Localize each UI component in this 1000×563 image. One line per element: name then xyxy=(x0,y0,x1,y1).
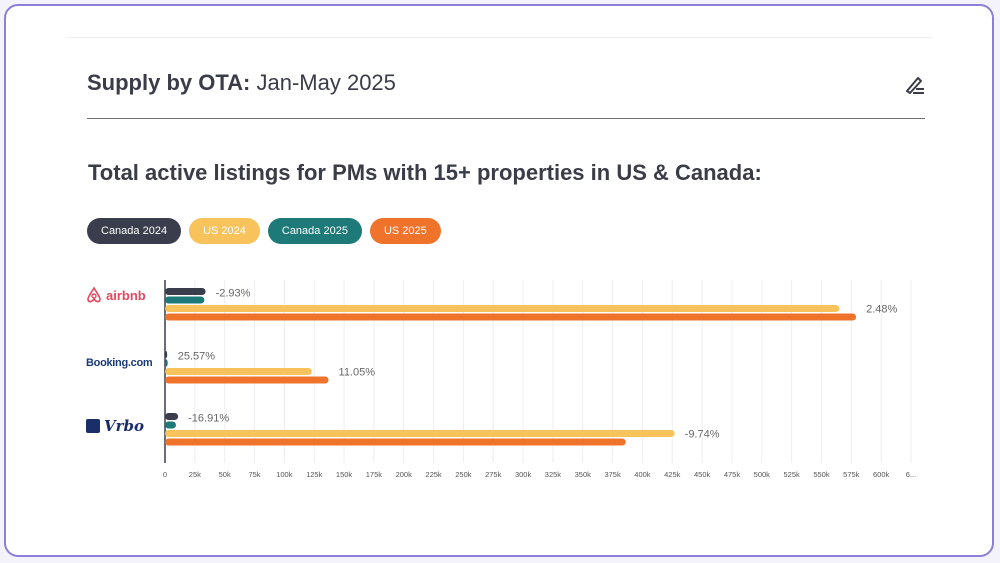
x-tick-label: 250k xyxy=(455,470,472,479)
booking-logo: Booking.com xyxy=(86,357,153,369)
bar-canada-2024 xyxy=(165,413,179,420)
x-tick-label: 125k xyxy=(306,470,323,479)
bar-us-2024 xyxy=(165,368,312,375)
chart-legend: Canada 2024 US 2024 Canada 2025 US 2025 xyxy=(87,218,441,244)
x-tick-label: 375k xyxy=(604,470,621,479)
header-divider xyxy=(87,118,925,119)
percent-change-label: 25.57% xyxy=(178,351,216,363)
legend-us-2024[interactable]: US 2024 xyxy=(189,218,260,244)
x-tick-label: 525k xyxy=(784,470,801,479)
bar-us-2025 xyxy=(165,313,857,321)
percent-change-label: 2.48% xyxy=(866,304,897,316)
x-tick-label: 275k xyxy=(485,470,502,479)
x-tick-label: 200k xyxy=(396,470,413,479)
vrbo-wordmark: Vrbo xyxy=(104,417,145,435)
x-tick-label: 400k xyxy=(634,470,651,479)
percent-change-label: 11.05% xyxy=(339,367,376,379)
x-tick-label: 475k xyxy=(724,470,741,479)
x-tick-label: 75k xyxy=(248,470,260,479)
page-title: Supply by OTA: Jan-May 2025 xyxy=(87,70,396,96)
bar-canada-2025 xyxy=(165,296,205,304)
bar-canada-2025 xyxy=(165,421,176,429)
x-tick-label: 325k xyxy=(545,470,562,479)
x-tick-label: 0 xyxy=(163,470,167,479)
x-tick-label: 150k xyxy=(336,470,353,479)
chart-card xyxy=(4,4,994,557)
legend-us-2025[interactable]: US 2025 xyxy=(369,218,441,244)
airbnb-icon xyxy=(87,286,101,303)
legend-canada-2024[interactable]: Canada 2024 xyxy=(87,218,182,244)
bar-us-2024 xyxy=(165,305,840,312)
bar-canada-2024 xyxy=(165,351,168,358)
airbnb-logo: airbnb xyxy=(86,286,146,304)
page-title-period: Jan-May 2025 xyxy=(250,70,396,95)
x-tick-label: 425k xyxy=(664,470,681,479)
bar-canada-2024 xyxy=(165,288,206,295)
x-tick-label: 550k xyxy=(813,470,830,479)
vrbo-logo: Vrbo xyxy=(86,417,144,435)
bar-us-2024 xyxy=(165,430,675,437)
bar-us-2025 xyxy=(165,438,626,446)
percent-change-label: -9.74% xyxy=(685,429,720,441)
x-tick-label: 450k xyxy=(694,470,711,479)
x-tick-label: 25k xyxy=(189,470,201,479)
x-tick-label: 300k xyxy=(515,470,532,479)
page-title-bold: Supply by OTA: xyxy=(87,70,251,95)
x-tick-label: 225k xyxy=(425,470,442,479)
chart-title: Total active listings for PMs with 15+ p… xyxy=(88,160,762,185)
x-tick-label: 500k xyxy=(754,470,771,479)
percent-change-label: -2.93% xyxy=(216,288,251,300)
bar-us-2025 xyxy=(165,376,329,384)
bar-canada-2025 xyxy=(165,359,168,367)
vrbo-icon xyxy=(86,419,100,433)
x-tick-label: 575k xyxy=(843,470,860,479)
x-tick-label: 100k xyxy=(276,470,293,479)
x-tick-label: 50k xyxy=(219,470,231,479)
x-tick-label: 6... xyxy=(906,470,916,479)
airbnb-wordmark: airbnb xyxy=(106,287,146,303)
x-tick-label: 175k xyxy=(366,470,383,479)
edit-pencil-icon[interactable] xyxy=(904,73,926,95)
x-tick-label: 350k xyxy=(575,470,592,479)
percent-change-label: -16.91% xyxy=(188,413,229,425)
top-divider xyxy=(66,37,932,38)
x-tick-label: 600k xyxy=(873,470,890,479)
legend-canada-2025[interactable]: Canada 2025 xyxy=(267,218,362,244)
